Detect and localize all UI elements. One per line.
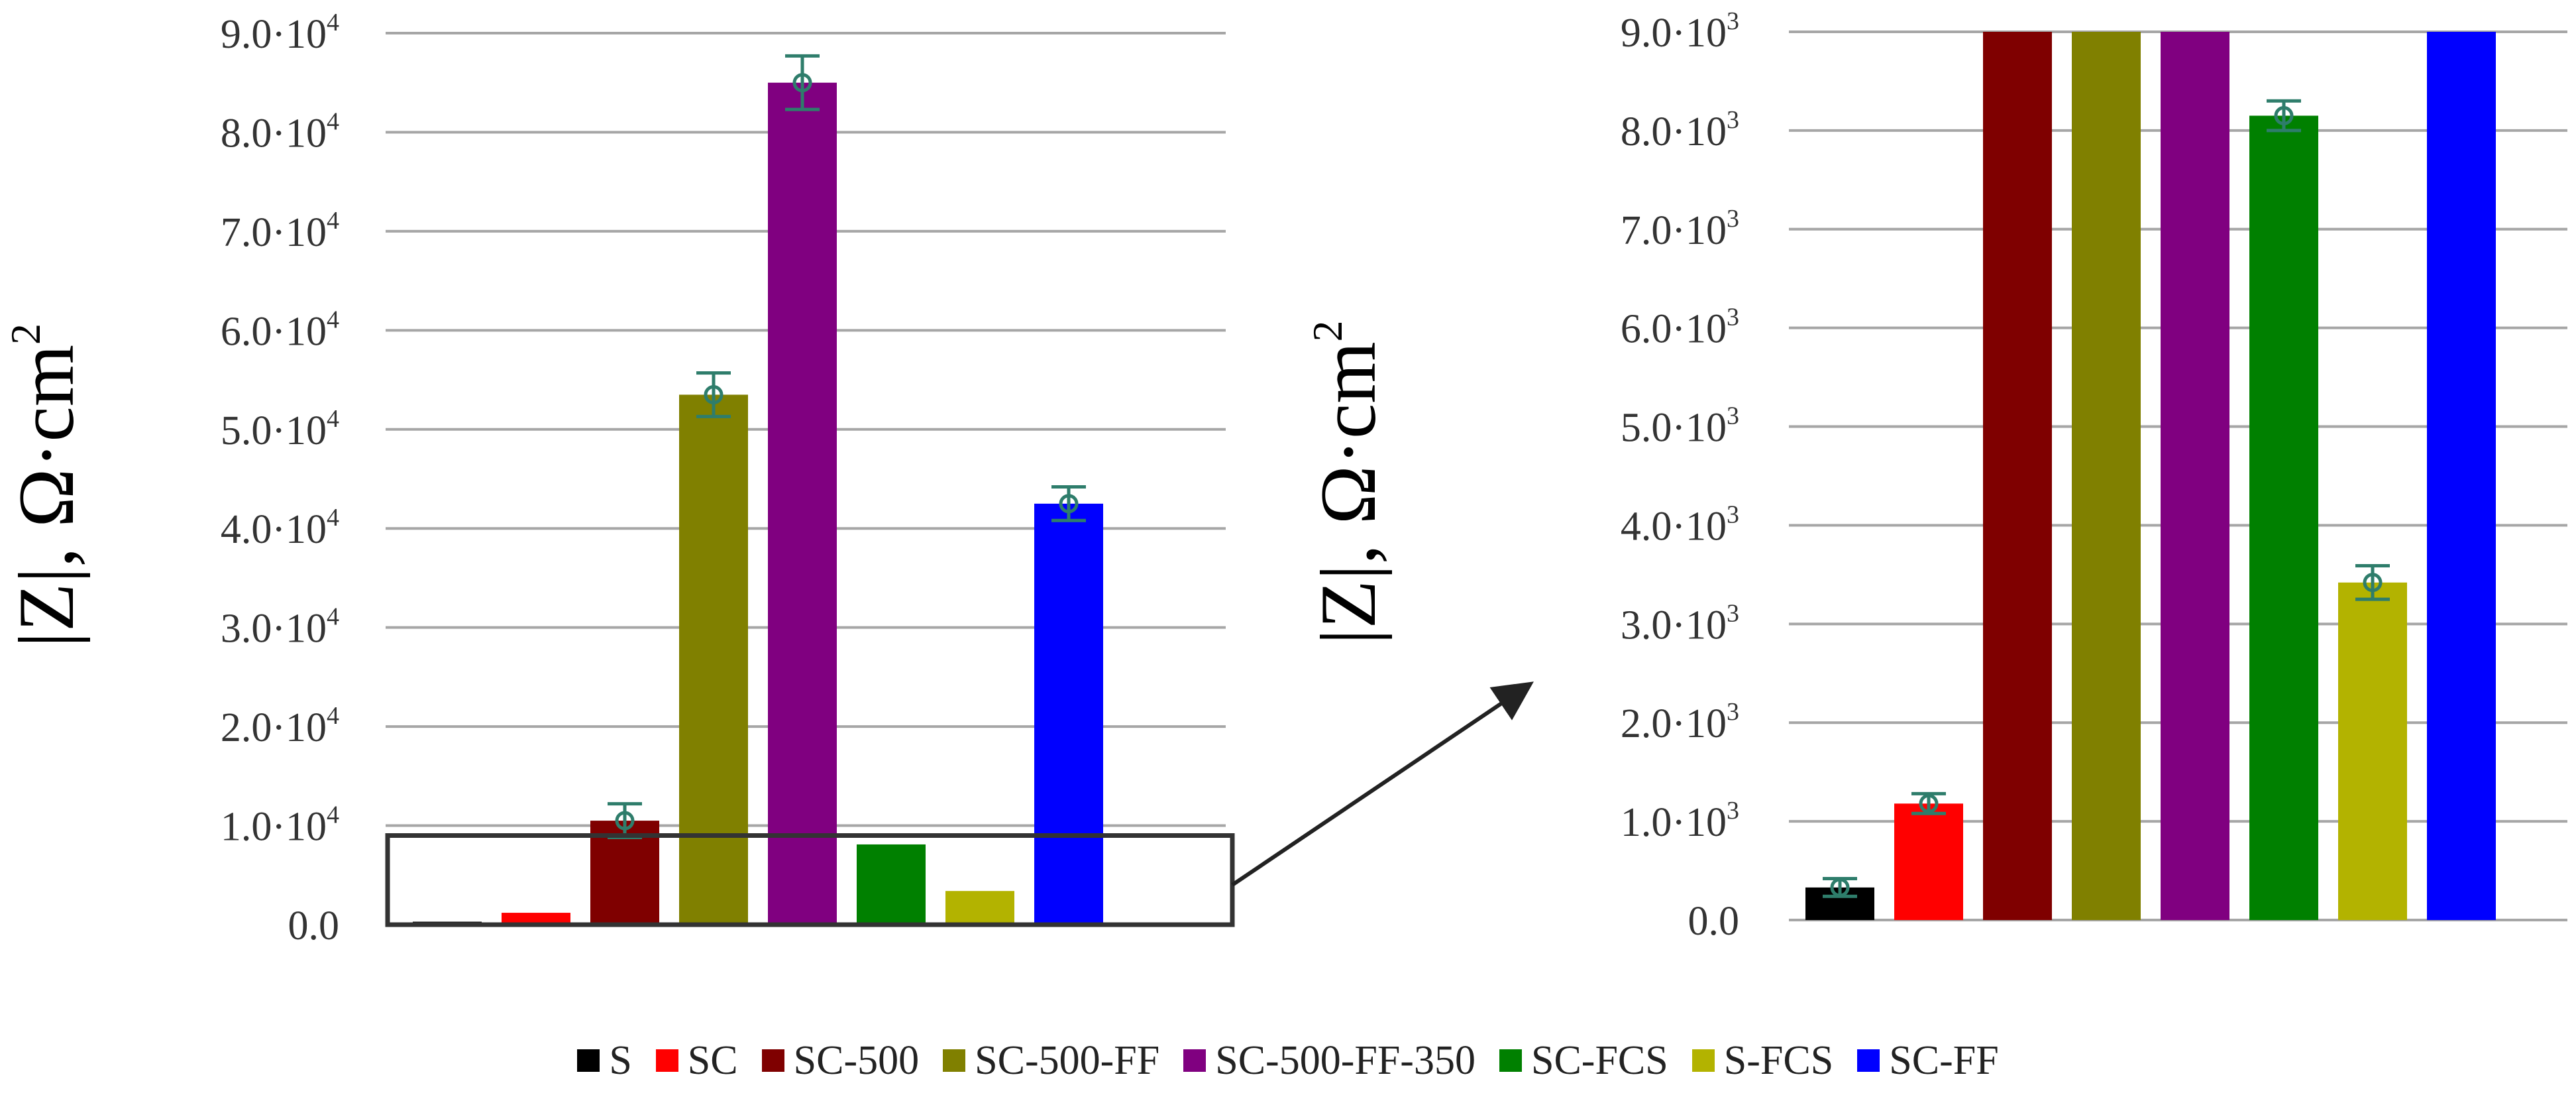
error-bar-sc-fcs (2267, 99, 2301, 133)
legend-swatch (761, 1049, 784, 1072)
legend-label: SC (687, 1037, 738, 1083)
legend-item: SC-FCS (1499, 1037, 1668, 1084)
y-tick-label: 7.0·103 (1621, 205, 1739, 253)
figure: 0.0 1.0·104 2.0·104 3.0·104 4.0·104 5.0·104 6.… (2, 7, 2567, 949)
zoom-arrow (1231, 681, 1534, 887)
y-tick-label: 5.0·104 (221, 405, 339, 453)
legend-item: SC-500-FF-350 (1183, 1037, 1476, 1084)
bar-sc-500-ff (679, 394, 748, 925)
y-tick-label: 2.0·103 (1621, 698, 1739, 746)
error-bar-sc-500-ff (696, 371, 731, 418)
legend-swatch (1183, 1049, 1207, 1072)
error-bar-s (1823, 876, 1857, 898)
legend-item: S-FCS (1691, 1037, 1834, 1084)
bar-s-fcs (945, 891, 1014, 925)
y-tick-label: 5.0·103 (1621, 402, 1739, 451)
y-tick-label: 4.0·104 (221, 504, 339, 552)
legend-item: SC-500-FF (943, 1037, 1159, 1084)
legend-swatch (1857, 1049, 1880, 1072)
legend-label: SC-500 (793, 1037, 920, 1083)
legend-item: SC-500 (761, 1037, 920, 1084)
bar-s-fcs (2338, 582, 2407, 920)
legend-item: S (577, 1037, 632, 1084)
legend-item: SC (655, 1037, 738, 1084)
bar-sc (502, 913, 570, 925)
y-tick-label: 1.0·103 (1621, 797, 1739, 845)
y-axis-label: |Z|, Ω·cm2 (2, 323, 90, 648)
zoom-rectangle (385, 833, 1235, 927)
legend-item: SC-FF (1857, 1037, 1999, 1084)
bar-sc-500-ff-350 (768, 82, 837, 925)
error-bar-sc (1911, 791, 1946, 815)
error-bar-sc-ff (1051, 485, 1086, 522)
left-chart-panel: 0.0 1.0·104 2.0·104 3.0·104 4.0·104 5.0·104 6.… (2, 9, 1226, 949)
legend-label: SC-500-FF (975, 1037, 1160, 1083)
y-tick-label: 6.0·104 (221, 306, 339, 354)
y-tick-label: 8.0·104 (221, 107, 339, 156)
y-tick-label: 1.0·104 (221, 801, 339, 850)
y-tick-label: 4.0·103 (1621, 500, 1739, 549)
y-tick-label: 2.0·104 (221, 702, 339, 750)
y-tick-label: 9.0·103 (1621, 7, 1739, 56)
bar-sc-ff (1034, 503, 1103, 925)
bar-sc (1894, 803, 1963, 920)
bar-sc-fcs (857, 844, 926, 925)
error-bar-s-fcs (2355, 563, 2390, 601)
legend-swatch (943, 1049, 966, 1072)
legend-label: SC-FCS (1530, 1037, 1668, 1083)
y-axis-label: |Z|, Ω·cm2 (1304, 320, 1392, 644)
y-tick-label: 0.0 (1688, 899, 1740, 944)
y-tick-label: 3.0·103 (1621, 599, 1739, 648)
y-tick-label: 8.0·103 (1621, 106, 1739, 154)
zoom-annotation (385, 681, 1534, 927)
legend-label: S-FCS (1723, 1037, 1834, 1083)
right-chart-panel: 0.0 1.0·103 2.0·103 3.0·103 4.0·103 5.0·103 6.… (1304, 7, 2567, 944)
bar-sc-500-ff (2072, 32, 2141, 920)
y-tick-label: 6.0·103 (1621, 304, 1739, 352)
legend-label: SC-500-FF-350 (1215, 1037, 1476, 1083)
legend-swatch (1499, 1049, 1522, 1072)
legend-swatch (655, 1049, 678, 1072)
y-tick-label: 0.0 (288, 903, 340, 949)
y-tick-label: 3.0·104 (221, 603, 339, 652)
legend-label: S (609, 1037, 632, 1083)
y-tick-label: 7.0·104 (221, 207, 339, 255)
legend-label: SC-FF (1889, 1037, 1999, 1083)
legend-swatch (577, 1049, 600, 1072)
legend: S SC SC-500 SC-500-FF SC-500-FF-350 SC-FCS S-F… (0, 1034, 2576, 1087)
bar-sc-500-ff-350 (2161, 32, 2229, 920)
legend-swatch (1691, 1049, 1715, 1072)
bar-sc-ff (2427, 32, 2496, 920)
bar-sc-500 (1983, 32, 2052, 920)
bar-sc-fcs (2249, 115, 2318, 921)
y-tick-label: 9.0·104 (221, 9, 339, 57)
error-bar-sc-500-ff-350 (785, 54, 820, 111)
